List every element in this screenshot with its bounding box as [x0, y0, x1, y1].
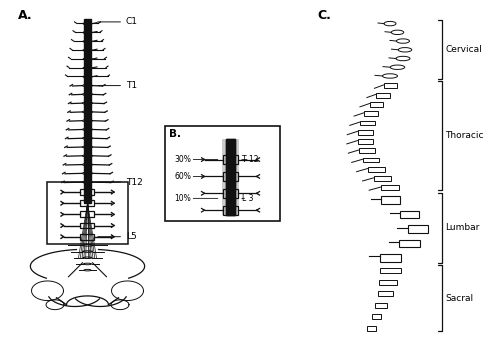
Bar	[222, 139, 239, 215]
Bar	[380, 280, 398, 285]
Text: B.: B.	[169, 129, 181, 139]
Bar	[366, 326, 376, 331]
Bar	[408, 225, 428, 233]
Text: C.: C.	[318, 9, 332, 22]
Bar	[358, 139, 373, 144]
Text: 10%: 10%	[174, 194, 191, 203]
Bar	[226, 139, 235, 215]
Text: Thoracic: Thoracic	[446, 132, 484, 140]
Bar	[380, 196, 400, 204]
Bar	[374, 176, 392, 181]
Text: L5: L5	[98, 232, 137, 241]
Bar	[80, 200, 94, 206]
Text: Cervical: Cervical	[446, 45, 482, 54]
Bar	[378, 291, 392, 296]
Bar	[399, 240, 419, 247]
Bar	[372, 314, 381, 319]
Text: 60%: 60%	[174, 172, 191, 181]
Bar	[48, 182, 128, 244]
Bar	[80, 234, 94, 240]
Bar	[358, 130, 373, 135]
Text: L 3: L 3	[242, 194, 253, 203]
Bar	[380, 268, 400, 273]
Bar	[360, 120, 374, 125]
Bar	[360, 148, 375, 153]
Text: 30%: 30%	[174, 155, 191, 164]
Bar	[380, 254, 400, 261]
Bar	[165, 126, 280, 220]
Bar	[400, 211, 419, 218]
Bar	[223, 155, 238, 164]
Text: T12: T12	[98, 178, 143, 187]
Bar	[84, 19, 90, 203]
Bar	[223, 172, 238, 181]
Bar	[363, 158, 379, 162]
Text: A.: A.	[18, 9, 32, 22]
Bar	[368, 167, 385, 172]
Text: T 12: T 12	[242, 155, 258, 164]
Text: Lumbar: Lumbar	[446, 223, 480, 232]
Bar	[80, 223, 94, 229]
Bar	[364, 111, 378, 116]
Bar	[80, 189, 94, 195]
Bar	[384, 84, 396, 88]
Text: Sacral: Sacral	[446, 294, 473, 302]
Text: C1: C1	[98, 18, 138, 26]
Bar	[382, 186, 398, 190]
Bar	[376, 93, 390, 98]
Bar	[226, 139, 235, 215]
Bar	[375, 303, 387, 308]
Text: T1: T1	[98, 81, 137, 90]
Bar	[370, 102, 384, 107]
Bar	[223, 189, 238, 198]
Bar	[80, 211, 94, 217]
Bar	[223, 205, 238, 215]
